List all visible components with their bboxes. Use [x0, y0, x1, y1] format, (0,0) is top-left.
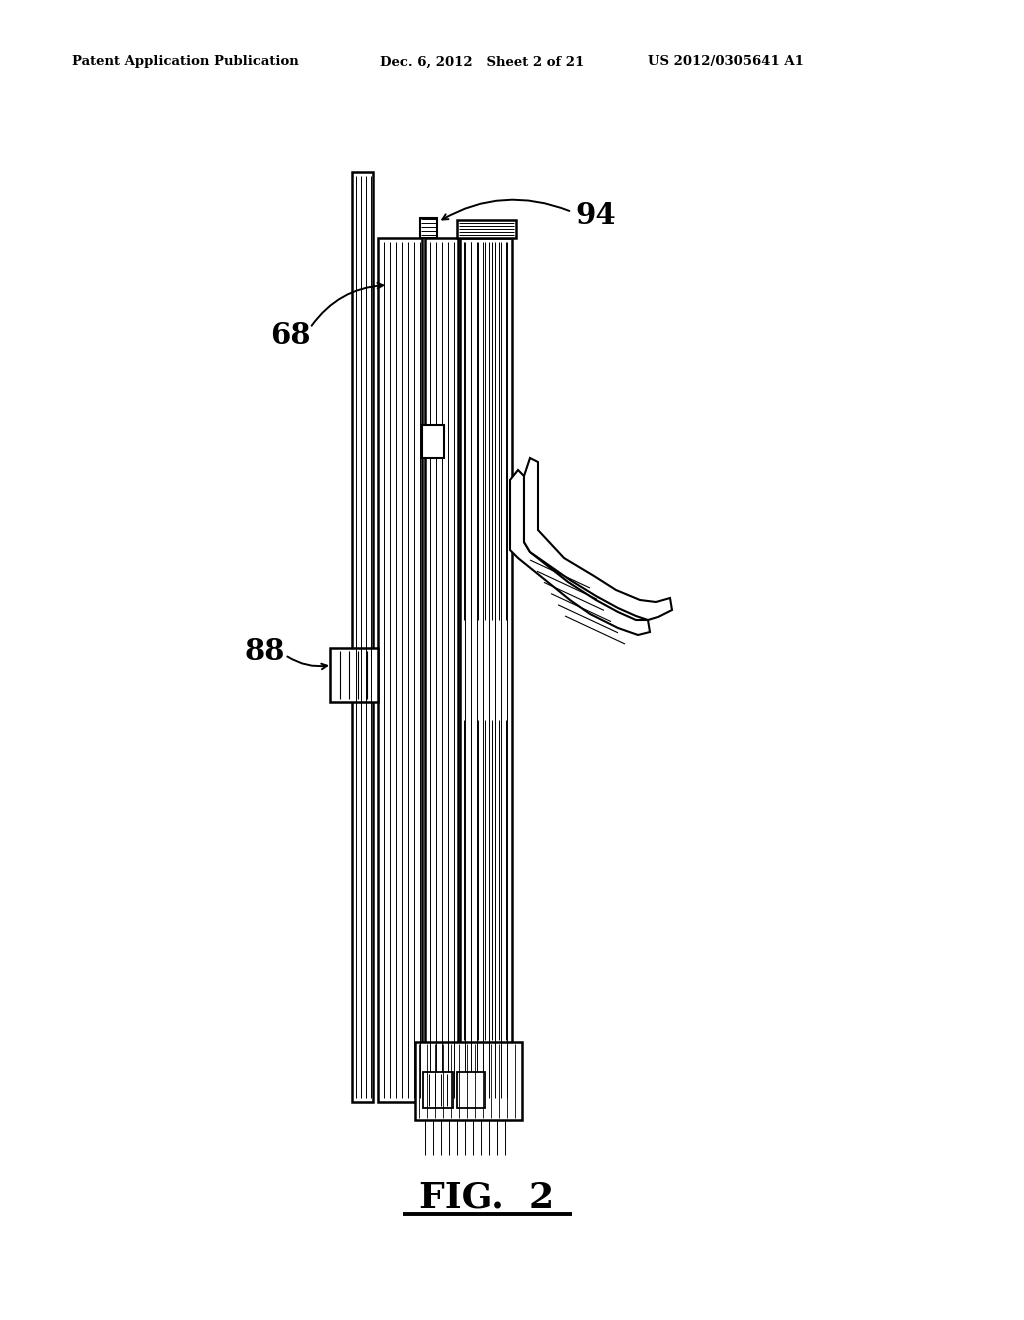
Polygon shape [510, 470, 650, 635]
Bar [378, 238, 422, 1102]
Bar [422, 425, 444, 458]
Text: Patent Application Publication: Patent Application Publication [72, 55, 299, 69]
Bar [330, 648, 378, 702]
Text: 68: 68 [270, 321, 310, 350]
Bar [460, 238, 512, 1102]
Text: 94: 94 [575, 201, 615, 230]
Polygon shape [524, 458, 672, 620]
Bar [457, 1072, 485, 1107]
Bar [457, 220, 516, 238]
Text: 88: 88 [245, 638, 286, 667]
Text: US 2012/0305641 A1: US 2012/0305641 A1 [648, 55, 804, 69]
Text: Dec. 6, 2012   Sheet 2 of 21: Dec. 6, 2012 Sheet 2 of 21 [380, 55, 585, 69]
Bar [352, 172, 373, 1102]
Bar [425, 238, 458, 1102]
Text: FIG.  2: FIG. 2 [420, 1181, 555, 1214]
Bar [415, 1041, 522, 1119]
Bar [423, 1072, 453, 1107]
Bar [420, 218, 437, 238]
